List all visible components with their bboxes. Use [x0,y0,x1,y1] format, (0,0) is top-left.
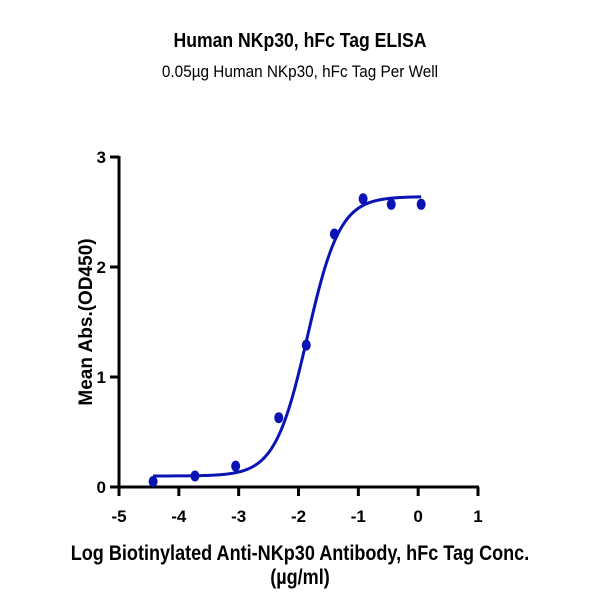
y-tick-label: 0 [97,478,106,497]
data-point [274,412,284,424]
data-point [329,228,339,240]
x-tick-label: -2 [291,507,306,526]
x-tick-label: -5 [111,507,126,526]
x-tick-label: -1 [351,507,366,526]
chart-title: Human NKp30, hFc Tag ELISA [173,30,427,52]
chart-subtitle: 0.05µg Human NKp30, hFc Tag Per Well [161,62,439,81]
data-point [190,470,200,482]
data-point [148,476,158,487]
x-tick-label: 1 [473,507,482,526]
x-tick-label: -3 [231,507,246,526]
x-axis-label: Log Biotinylated Anti-NKp30 Antibody, hF… [70,542,530,589]
data-point [301,339,311,351]
data-point [231,460,241,472]
y-tick-label: 3 [97,148,106,167]
data-point [358,193,368,205]
fit-curve [153,195,422,478]
x-tick-label: -4 [171,507,187,526]
data-point [416,198,426,210]
axes: -5 -4 -3 -2 -1 0 1 0 1 2 3 [97,148,483,526]
y-tick-label: 1 [97,368,106,387]
data-point [386,198,396,210]
data-points [148,193,426,487]
x-tick-label: 0 [413,507,422,526]
y-tick-label: 2 [97,258,106,277]
